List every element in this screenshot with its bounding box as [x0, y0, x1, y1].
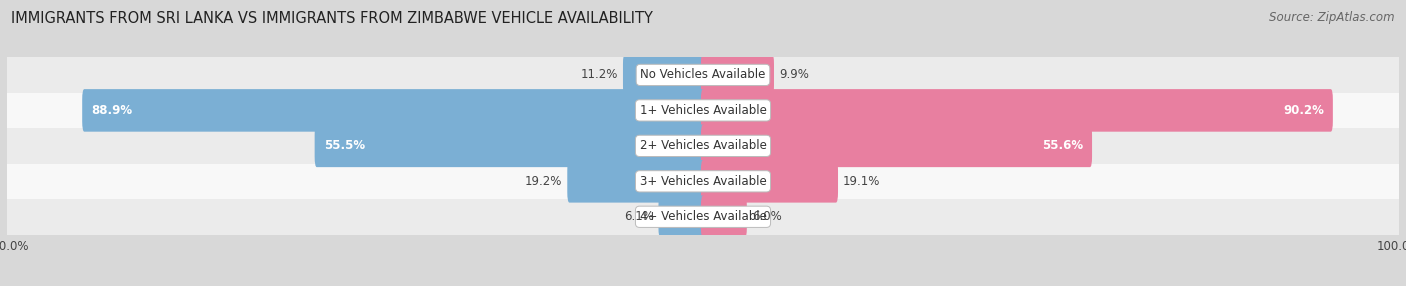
- Text: 90.2%: 90.2%: [1282, 104, 1324, 117]
- FancyBboxPatch shape: [702, 54, 773, 96]
- Bar: [7, 164, 1399, 199]
- Bar: [7, 128, 1399, 164]
- FancyBboxPatch shape: [702, 125, 1092, 167]
- Text: 88.9%: 88.9%: [91, 104, 132, 117]
- Text: 2+ Vehicles Available: 2+ Vehicles Available: [640, 139, 766, 152]
- Text: 19.2%: 19.2%: [524, 175, 562, 188]
- FancyBboxPatch shape: [702, 160, 838, 202]
- FancyBboxPatch shape: [702, 196, 747, 238]
- Text: 4+ Vehicles Available: 4+ Vehicles Available: [640, 210, 766, 223]
- Text: 6.0%: 6.0%: [752, 210, 782, 223]
- Text: 6.1%: 6.1%: [624, 210, 654, 223]
- Text: IMMIGRANTS FROM SRI LANKA VS IMMIGRANTS FROM ZIMBABWE VEHICLE AVAILABILITY: IMMIGRANTS FROM SRI LANKA VS IMMIGRANTS …: [11, 11, 654, 26]
- Text: 1+ Vehicles Available: 1+ Vehicles Available: [640, 104, 766, 117]
- Bar: [7, 199, 1399, 235]
- Text: 3+ Vehicles Available: 3+ Vehicles Available: [640, 175, 766, 188]
- FancyBboxPatch shape: [315, 125, 704, 167]
- FancyBboxPatch shape: [658, 196, 704, 238]
- Text: No Vehicles Available: No Vehicles Available: [640, 68, 766, 82]
- Text: 9.9%: 9.9%: [779, 68, 808, 82]
- FancyBboxPatch shape: [702, 89, 1333, 132]
- Bar: [7, 93, 1399, 128]
- FancyBboxPatch shape: [623, 54, 704, 96]
- Text: 55.6%: 55.6%: [1042, 139, 1083, 152]
- Text: 11.2%: 11.2%: [581, 68, 619, 82]
- FancyBboxPatch shape: [82, 89, 704, 132]
- Bar: [7, 57, 1399, 93]
- Text: 55.5%: 55.5%: [323, 139, 364, 152]
- Text: 19.1%: 19.1%: [842, 175, 880, 188]
- FancyBboxPatch shape: [567, 160, 704, 202]
- Text: Source: ZipAtlas.com: Source: ZipAtlas.com: [1270, 11, 1395, 24]
